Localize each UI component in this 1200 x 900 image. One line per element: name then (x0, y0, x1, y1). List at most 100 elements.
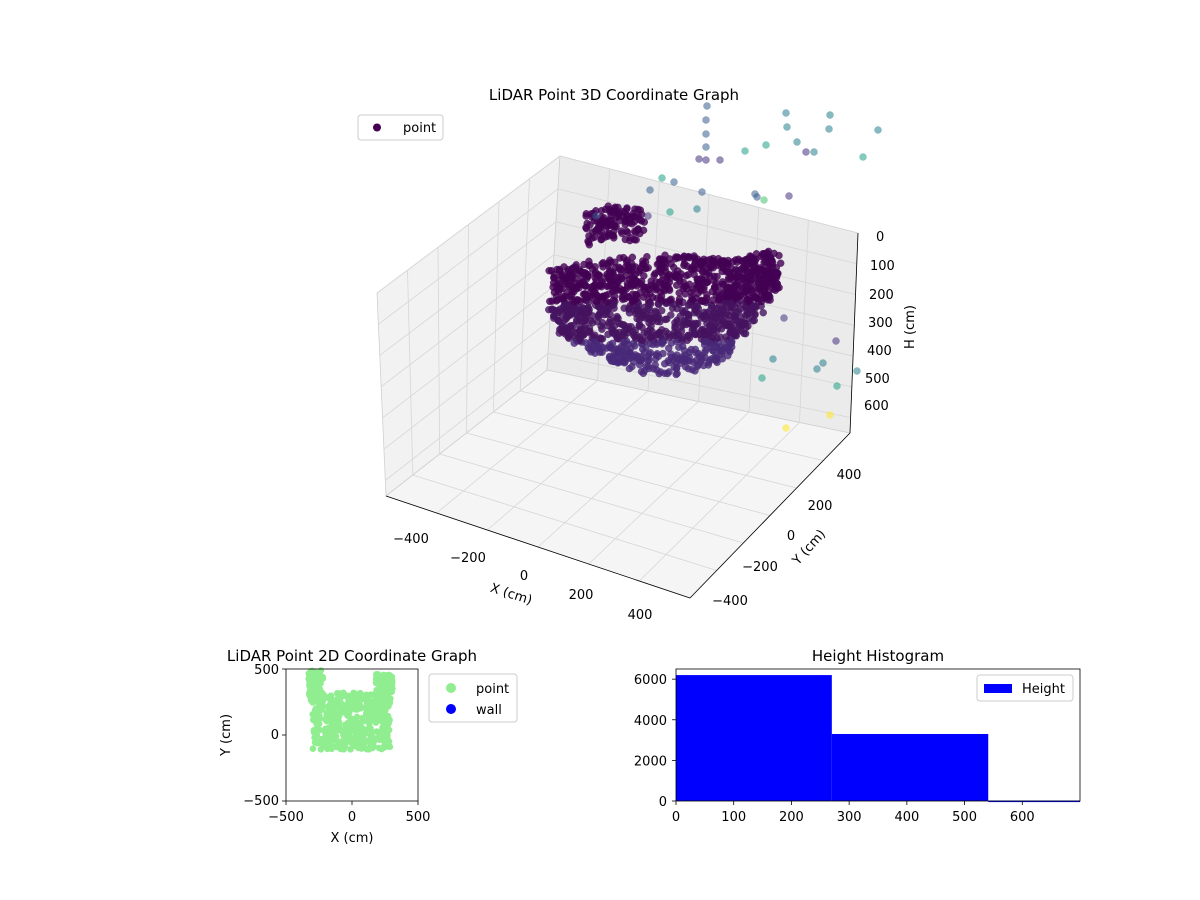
grid-line (466, 224, 469, 434)
data-point (680, 255, 688, 263)
data-point (706, 339, 714, 348)
data-point (716, 333, 725, 341)
z-tick-label: 400 (867, 344, 892, 359)
data-point (685, 357, 693, 365)
x-axis-label-2d: X (cm) (331, 831, 374, 846)
z-axis-label-3d: H (cm) (903, 305, 918, 349)
z-axis-line (849, 232, 859, 434)
data-point (555, 265, 564, 274)
data-point (698, 262, 707, 270)
data-point (683, 310, 692, 319)
legend-label-height: Height (1022, 682, 1065, 697)
data-point (688, 326, 697, 334)
data-point (572, 285, 581, 293)
data-point (361, 744, 369, 752)
data-point (765, 291, 773, 300)
data-point (708, 296, 717, 304)
data-point (727, 264, 736, 273)
data-point (577, 330, 585, 338)
data-point (751, 190, 759, 198)
legend-3d: point (357, 114, 444, 141)
data-point (645, 319, 653, 327)
data-point (614, 203, 622, 212)
data-point (313, 713, 321, 721)
data-point (670, 178, 678, 186)
chart-2d-title: LiDAR Point 2D Coordinate Graph (227, 647, 477, 665)
data-point (377, 704, 384, 712)
data-point (374, 693, 381, 700)
z-tick-label: 200 (869, 288, 894, 303)
data-point (695, 155, 703, 163)
legend-2d: point wall (428, 673, 518, 723)
data-point (874, 126, 882, 134)
data-point (317, 746, 325, 753)
data-point (570, 297, 578, 306)
x-tick-label: 0 (520, 569, 528, 584)
data-point (638, 323, 646, 332)
data-point (366, 717, 374, 724)
data-point (699, 268, 708, 276)
data-point (608, 275, 617, 283)
data-point (628, 362, 636, 371)
y-tick-label: 0 (787, 529, 795, 544)
data-point (654, 312, 662, 320)
data-point (592, 212, 600, 220)
data-point (566, 272, 574, 280)
data-point (722, 259, 731, 267)
x-tick-label: 100 (721, 810, 746, 825)
data-point (626, 349, 634, 357)
data-point (316, 707, 324, 714)
data-point (658, 338, 666, 347)
data-point (333, 743, 341, 751)
data-point (766, 272, 774, 281)
data-point (716, 156, 724, 164)
data-point (682, 320, 691, 329)
legend-box (357, 114, 444, 141)
data-point (702, 156, 710, 164)
data-point (614, 314, 622, 323)
data-point (611, 258, 619, 266)
chart-histogram: Height Histogram 0 100 200 300 400 500 6… (634, 647, 1081, 825)
data-point (622, 325, 631, 333)
x-tick-label: −400 (393, 532, 429, 547)
data-point (646, 306, 654, 314)
data-point (359, 695, 366, 703)
grid-line (378, 188, 857, 325)
data-point (678, 342, 687, 350)
data-point (658, 174, 666, 182)
y-ticks-3d: −400 −200 0 200 400 (712, 468, 861, 609)
y-tick-label: 0 (659, 795, 667, 810)
data-point (793, 138, 801, 146)
data-point (752, 284, 760, 292)
data-point (703, 319, 711, 328)
plot-frame-histogram (675, 668, 1081, 802)
data-point (659, 349, 667, 358)
data-point (579, 278, 587, 286)
data-point (610, 300, 618, 308)
data-point (363, 710, 370, 717)
data-point (372, 679, 380, 687)
data-point (614, 278, 622, 287)
y-tick-label: −200 (742, 560, 778, 575)
data-point (783, 123, 791, 131)
data-point (582, 223, 590, 232)
data-point (344, 694, 352, 702)
data-point (573, 311, 581, 319)
data-point (785, 192, 793, 200)
chart-3d: LiDAR Point 3D Coordinate Graph −400 −20… (357, 86, 918, 623)
grid-line (799, 220, 809, 423)
data-point (649, 340, 657, 349)
data-point (825, 125, 833, 133)
data-point (581, 313, 589, 321)
data-point (317, 676, 325, 684)
data-point (713, 343, 721, 352)
data-point (691, 306, 699, 314)
data-point (642, 311, 650, 319)
data-point (810, 148, 818, 156)
data-point (780, 314, 788, 322)
data-point (561, 279, 569, 288)
data-point (549, 279, 558, 287)
data-point (347, 702, 355, 710)
data-point (328, 731, 336, 738)
data-point (741, 329, 750, 338)
